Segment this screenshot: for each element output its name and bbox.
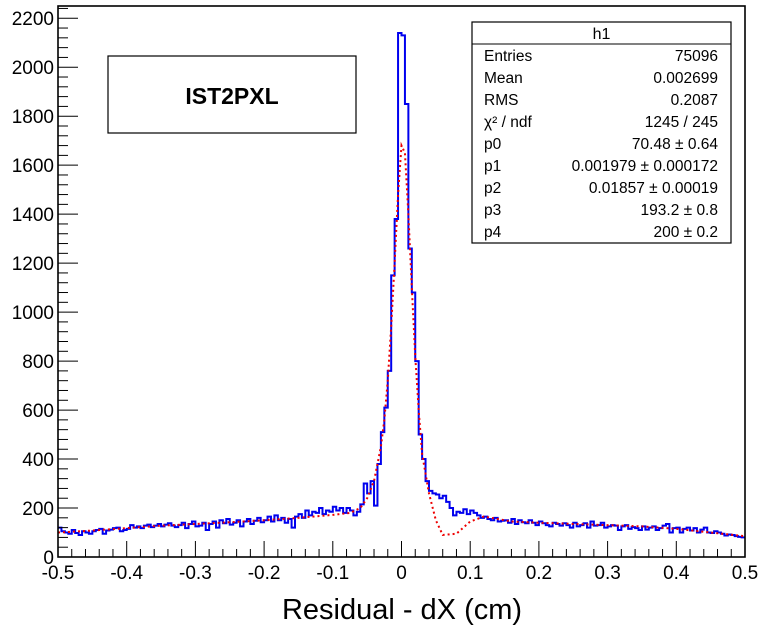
- stats-row-value: 0.001979 ± 0.000172: [572, 158, 718, 175]
- x-tick-label: 0.5: [732, 563, 758, 584]
- y-tick-label: 0: [43, 548, 54, 569]
- x-tick-label: 0: [396, 563, 407, 584]
- x-tick-label: -0.5: [42, 563, 75, 584]
- stats-row-label: RMS: [484, 92, 518, 109]
- y-tick-label: 1000: [12, 303, 54, 324]
- stats-row-label: p4: [484, 224, 502, 241]
- y-tick-label: 600: [22, 401, 54, 422]
- y-tick-label: 1400: [12, 205, 54, 226]
- stats-row-value: 0.01857 ± 0.00019: [589, 180, 718, 197]
- y-tick-label: 1200: [12, 254, 54, 275]
- y-tick-label: 1800: [12, 107, 54, 128]
- x-tick-label: 0.2: [526, 563, 552, 584]
- label-box-text: IST2PXL: [185, 83, 278, 109]
- stats-row-value: 1245 / 245: [645, 114, 718, 131]
- stats-row-value: 0.002699: [653, 70, 718, 87]
- x-tick-label: -0.1: [316, 563, 349, 584]
- stats-row-label: Mean: [484, 70, 523, 87]
- label-box: IST2PXL: [107, 55, 357, 134]
- x-axis-title: Residual - dX (cm): [282, 594, 522, 626]
- stats-box: h1 Entries 75096 Mean 0.002699 RMS 0.2087 χ² /…: [471, 21, 732, 244]
- stats-row-label: Entries: [484, 48, 532, 65]
- y-tick-label: 800: [22, 352, 54, 373]
- stats-row-label: p2: [484, 180, 501, 197]
- stats-row-value: 75096: [675, 48, 718, 65]
- stats-row-value: 70.48 ± 0.64: [632, 136, 718, 153]
- y-tick-label: 1600: [12, 156, 54, 177]
- x-tick-label: 0.1: [457, 563, 483, 584]
- y-tick-label: 400: [22, 450, 54, 471]
- x-tick-label: -0.3: [179, 563, 212, 584]
- stats-row-label: p3: [484, 202, 501, 219]
- x-tick-label: -0.4: [110, 563, 143, 584]
- y-tick-label: 200: [22, 499, 54, 520]
- stats-box-title: h1: [593, 26, 611, 43]
- stats-row-value: 193.2 ± 0.8: [641, 202, 718, 219]
- x-tick-label: 0.3: [594, 563, 620, 584]
- x-tick-label: -0.2: [248, 563, 281, 584]
- y-tick-label: 2000: [12, 58, 54, 79]
- x-tick-label: 0.4: [663, 563, 690, 584]
- stats-row-value: 200 ± 0.2: [653, 224, 718, 241]
- stats-row-label: χ² / ndf: [484, 114, 532, 131]
- stats-row-label: p0: [484, 136, 502, 153]
- stats-row-label: p1: [484, 158, 501, 175]
- y-tick-label: 2200: [12, 9, 54, 30]
- stats-row-value: 0.2087: [671, 92, 718, 109]
